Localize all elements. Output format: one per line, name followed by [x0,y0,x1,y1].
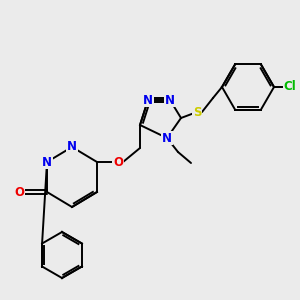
Text: Cl: Cl [284,80,296,94]
Text: S: S [193,106,201,118]
Text: O: O [14,185,24,199]
Text: O: O [113,155,123,169]
Text: N: N [143,94,153,106]
Text: N: N [67,140,77,154]
Text: N: N [42,155,52,169]
Text: N: N [165,94,175,106]
Text: N: N [162,131,172,145]
